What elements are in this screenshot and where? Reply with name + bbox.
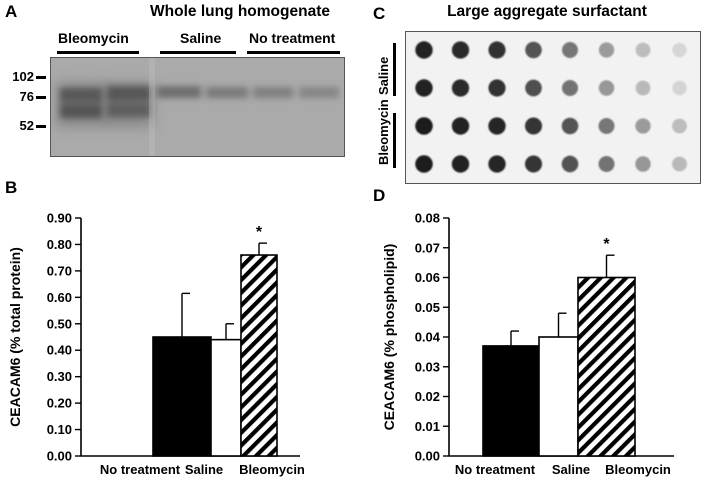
dot-blot-spot xyxy=(598,42,615,58)
dot-blot-spot xyxy=(415,41,433,59)
dot-blot-spot xyxy=(672,118,687,134)
dot-blot-spot xyxy=(415,79,433,97)
dot-blot-spot xyxy=(598,118,615,134)
dot-blot-spot xyxy=(415,117,433,135)
dot-blot-spot xyxy=(672,80,687,96)
dot-blot-spot xyxy=(525,79,542,97)
group-line-no-treatment xyxy=(247,51,340,54)
dot-blot-spot xyxy=(451,41,470,59)
x-category-label: Saline xyxy=(552,462,590,477)
y-tick-label: 0.60 xyxy=(47,290,72,305)
lane-label-no-treatment: No treatment xyxy=(249,30,336,46)
panel-d-letter: D xyxy=(373,186,386,205)
y-tick-label: 0.05 xyxy=(415,300,440,315)
y-tick-label: 0.08 xyxy=(415,211,440,226)
dot-blot-spot xyxy=(488,41,506,59)
y-axis-title: CEACAM6 (% phospholipid) xyxy=(381,244,397,431)
panel-a-letter: A xyxy=(5,2,18,21)
bar-no-treatment xyxy=(482,345,540,457)
dot-blot-spot xyxy=(635,80,651,96)
row-line-saline xyxy=(393,43,396,96)
dot-blot-spot xyxy=(488,79,506,97)
y-tick-label: 0.07 xyxy=(415,240,440,255)
y-tick-label: 0.02 xyxy=(415,389,440,404)
dot-blot-spot xyxy=(635,42,651,58)
dot-blot-spot xyxy=(525,41,542,59)
dot-blot-spot xyxy=(488,117,506,135)
y-tick-label: 0.20 xyxy=(47,396,72,411)
x-category-label: Saline xyxy=(185,462,223,477)
group-line-saline xyxy=(160,51,236,54)
y-tick-label: 0.90 xyxy=(47,211,72,226)
mw-tick-102 xyxy=(36,76,46,79)
panel-c-title: Large aggregate surfactant xyxy=(447,3,647,20)
dot-blot-spot xyxy=(561,155,579,173)
dot-blot-spot xyxy=(524,117,543,135)
y-axis-title: CEACAM6 (% total protein) xyxy=(7,247,23,427)
dot-blot-spot xyxy=(672,156,687,172)
chart-d-plot: 0.00 0.01 0.02 0.03 0.04 0.05 0.06 0.07 0.08 CEAC… xyxy=(381,211,674,477)
bar-saline xyxy=(538,336,579,457)
significance-marker: * xyxy=(603,236,610,253)
lane-label-bleomycin: Bleomycin xyxy=(58,30,129,46)
panel-b-letter: B xyxy=(5,178,18,197)
y-tick-label: 0.40 xyxy=(47,343,72,358)
x-category-label: No treatment xyxy=(100,462,181,477)
dot-blot-spot xyxy=(672,42,687,58)
lane-label-saline: Saline xyxy=(180,30,222,46)
dot-blot-spot xyxy=(635,118,651,134)
row-label-saline: Saline xyxy=(376,56,391,95)
y-tick-label: 0.10 xyxy=(47,422,72,437)
x-category-label: No treatment xyxy=(455,462,536,477)
bar-bleomycin xyxy=(577,276,636,457)
dot-blot-spot xyxy=(524,155,543,173)
dot-blot-spot xyxy=(635,156,651,172)
y-tick-label: 0.00 xyxy=(415,449,440,464)
y-tick-label: 0.01 xyxy=(415,419,440,434)
y-tick-label: 0.50 xyxy=(47,316,72,331)
x-category-label: Bleomycin xyxy=(605,462,671,477)
y-tick-label: 0.80 xyxy=(47,237,72,252)
dot-blot-spot xyxy=(561,79,579,97)
dot-blot-image xyxy=(405,31,701,184)
dot-blot-spot xyxy=(451,155,470,173)
dot-blot-spot xyxy=(561,117,579,135)
bar-bleomycin xyxy=(240,254,278,457)
y-tick-label: 0.30 xyxy=(47,369,72,384)
bar-no-treatment xyxy=(152,336,212,457)
western-blot-image xyxy=(50,57,345,157)
chart-b-plot: 0.00 0.10 0.20 0.30 0.40 0.50 0.60 0.70 0.80 0.90… xyxy=(7,211,305,478)
mw-marker-52: 52 xyxy=(19,118,34,133)
y-tick-label: 0.06 xyxy=(415,270,440,285)
significance-marker: * xyxy=(256,224,263,241)
dot-blot-spot xyxy=(415,155,433,173)
dot-blot-spot xyxy=(488,155,506,173)
row-line-bleomycin xyxy=(393,113,396,168)
bar-saline xyxy=(210,338,242,457)
dot-blot-spot xyxy=(451,117,470,135)
row-label-bleomycin: Bleomycin xyxy=(376,99,391,165)
y-tick-label: 0.70 xyxy=(47,263,72,278)
group-line-bleomycin xyxy=(57,51,139,54)
y-tick-label: 0.04 xyxy=(415,330,441,345)
y-tick-label: 0.03 xyxy=(415,359,440,374)
mw-marker-102: 102 xyxy=(12,69,34,84)
panel-a-title: Whole lung homogenate xyxy=(150,3,330,20)
dot-blot-spot xyxy=(598,80,615,96)
western-blot-graphic xyxy=(51,58,344,156)
mw-tick-52 xyxy=(36,125,46,128)
y-tick-label: 0.00 xyxy=(47,449,72,464)
x-category-label: Bleomycin xyxy=(239,462,305,477)
dot-blot-spot xyxy=(562,42,578,58)
dot-blot-spot xyxy=(598,155,615,173)
panel-c-letter: C xyxy=(373,4,386,23)
dot-blot-graphic xyxy=(406,32,700,183)
mw-tick-76 xyxy=(36,96,46,99)
mw-marker-76: 76 xyxy=(19,89,34,104)
dot-blot-spot xyxy=(451,79,470,97)
